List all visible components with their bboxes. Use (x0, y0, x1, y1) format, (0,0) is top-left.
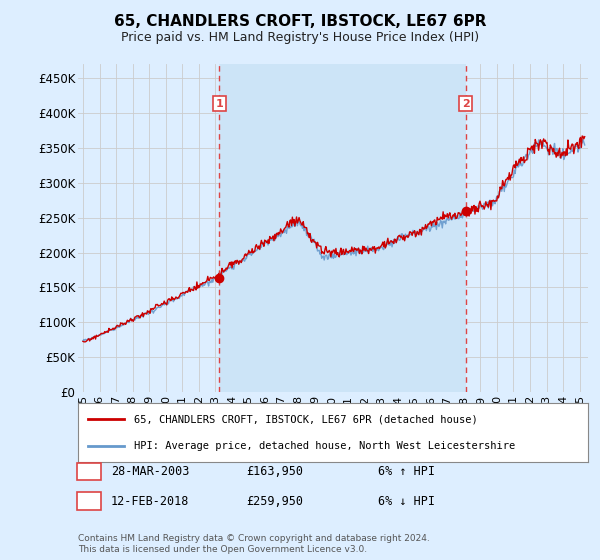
Text: 65, CHANDLERS CROFT, IBSTOCK, LE67 6PR (detached house): 65, CHANDLERS CROFT, IBSTOCK, LE67 6PR (… (134, 414, 478, 424)
Text: 65, CHANDLERS CROFT, IBSTOCK, LE67 6PR: 65, CHANDLERS CROFT, IBSTOCK, LE67 6PR (114, 14, 486, 29)
Text: 1: 1 (215, 99, 223, 109)
Text: Price paid vs. HM Land Registry's House Price Index (HPI): Price paid vs. HM Land Registry's House … (121, 31, 479, 44)
Text: 12-FEB-2018: 12-FEB-2018 (111, 494, 190, 508)
Text: HPI: Average price, detached house, North West Leicestershire: HPI: Average price, detached house, Nort… (134, 441, 515, 451)
Text: £259,950: £259,950 (246, 494, 303, 508)
Text: £163,950: £163,950 (246, 465, 303, 478)
Text: 2: 2 (462, 99, 470, 109)
Text: 1: 1 (86, 466, 93, 477)
Text: 2: 2 (86, 496, 93, 506)
Bar (219, 64, 466, 392)
Text: 6% ↓ HPI: 6% ↓ HPI (378, 494, 435, 508)
FancyBboxPatch shape (212, 96, 226, 111)
Text: This data is licensed under the Open Government Licence v3.0.: This data is licensed under the Open Gov… (78, 545, 367, 554)
FancyBboxPatch shape (459, 96, 472, 111)
Text: 28-MAR-2003: 28-MAR-2003 (111, 465, 190, 478)
Text: Contains HM Land Registry data © Crown copyright and database right 2024.: Contains HM Land Registry data © Crown c… (78, 534, 430, 543)
Text: 6% ↑ HPI: 6% ↑ HPI (378, 465, 435, 478)
